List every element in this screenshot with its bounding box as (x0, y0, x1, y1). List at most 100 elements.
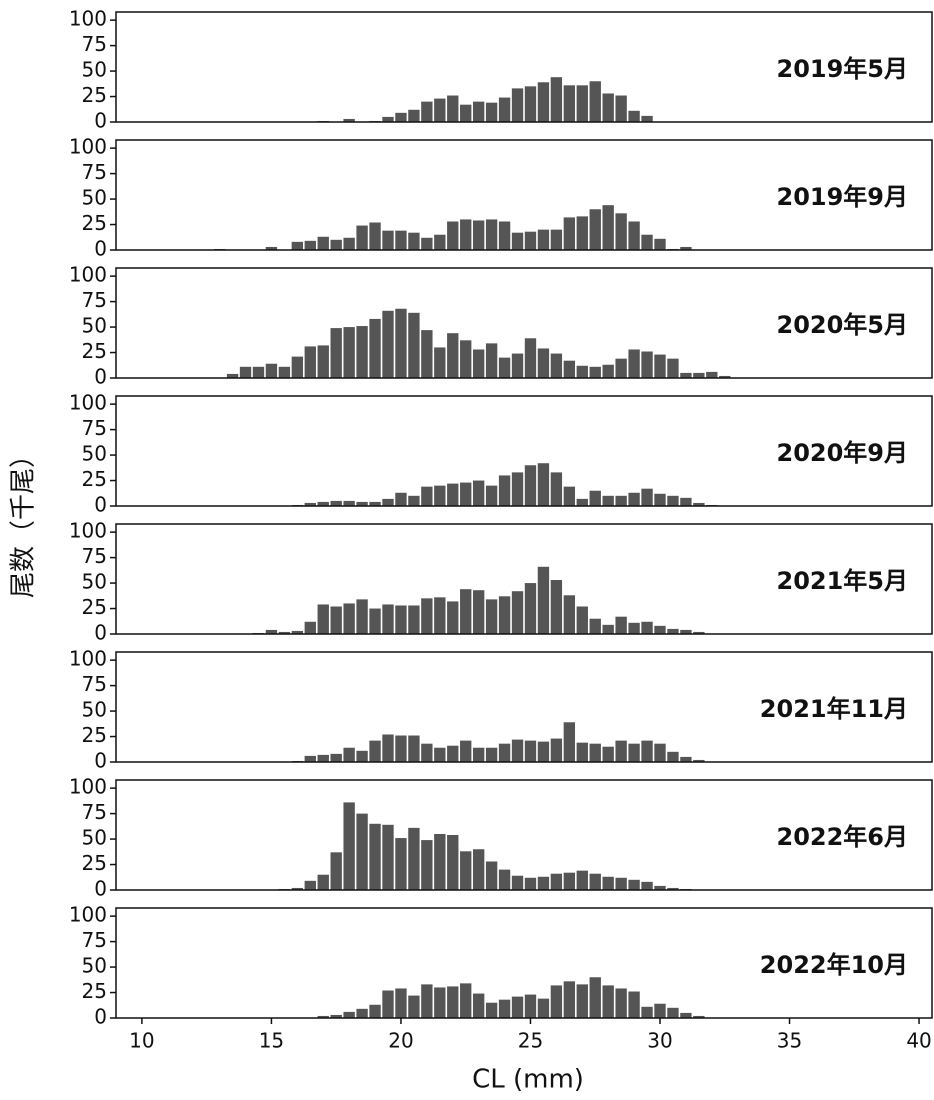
bar (615, 213, 627, 250)
bar (537, 566, 550, 634)
y-tick-label: 0 (94, 621, 107, 645)
bar (447, 483, 459, 506)
y-tick-label: 100 (69, 903, 107, 927)
bar (382, 734, 394, 762)
bar (460, 219, 472, 250)
bar (589, 366, 601, 378)
bar (602, 624, 614, 634)
y-tick-label: 100 (69, 7, 107, 31)
bar (615, 988, 627, 1018)
y-tick-label: 50 (82, 826, 107, 850)
y-tick-label: 100 (69, 647, 107, 671)
x-tick-label: 15 (259, 1029, 284, 1053)
bar (641, 115, 653, 122)
bar (641, 621, 653, 634)
bar (602, 985, 614, 1018)
y-tick-label: 75 (82, 160, 107, 184)
bar (369, 608, 381, 634)
y-tick-label: 50 (82, 570, 107, 594)
y-tick-label: 75 (82, 32, 107, 56)
panel-title: 2019年9月 (777, 183, 909, 211)
y-tick-label: 0 (94, 493, 107, 517)
bar (434, 597, 446, 634)
bar (511, 739, 524, 762)
bar (343, 747, 355, 762)
bar (472, 220, 485, 250)
bar (382, 116, 394, 122)
panel-title: 2020年5月 (777, 311, 909, 339)
bar (576, 870, 588, 890)
bar (304, 240, 316, 250)
bar (317, 236, 329, 250)
bar (628, 221, 640, 250)
bar (395, 230, 407, 250)
y-tick-label: 75 (82, 544, 107, 568)
y-tick-label: 25 (82, 723, 107, 747)
bar (408, 827, 420, 890)
y-tick-label: 50 (82, 698, 107, 722)
bar (654, 354, 666, 378)
bar (265, 629, 278, 634)
bar (641, 1006, 653, 1018)
bar (434, 833, 446, 890)
bar (408, 735, 420, 762)
bar (304, 880, 316, 890)
bar (589, 743, 601, 762)
bar (524, 86, 537, 122)
bar (667, 1007, 679, 1018)
bar (563, 486, 576, 506)
bar (654, 238, 666, 250)
bar (343, 237, 355, 250)
x-tick-label: 40 (906, 1029, 931, 1053)
bar (550, 985, 563, 1018)
bar (421, 486, 433, 506)
bar (524, 231, 537, 250)
bar (395, 988, 407, 1018)
bar (563, 595, 576, 634)
y-tick-label: 75 (82, 288, 107, 312)
panel-title: 2019年5月 (777, 55, 909, 83)
bar (369, 222, 381, 250)
panel-title: 2022年6月 (777, 823, 909, 851)
bar (563, 217, 576, 250)
x-tick-label: 10 (129, 1029, 154, 1053)
bar (628, 492, 640, 506)
bar (693, 1015, 705, 1018)
bar (576, 606, 588, 634)
bar (537, 876, 550, 890)
panel-frame (115, 651, 933, 763)
bar (382, 230, 394, 250)
bar (576, 85, 588, 122)
panel-frame (115, 779, 933, 891)
y-tick-label: 100 (69, 135, 107, 159)
bar (485, 102, 498, 122)
bar (265, 363, 278, 378)
bar (408, 312, 420, 378)
bar (537, 82, 550, 122)
bar (511, 996, 524, 1018)
bar (304, 502, 316, 506)
bar (563, 872, 576, 890)
bar (356, 1008, 368, 1018)
bar (589, 209, 601, 250)
bar (641, 351, 653, 378)
x-tick-label: 25 (518, 1029, 543, 1053)
bar (537, 229, 550, 250)
bar (369, 1004, 381, 1018)
bar (641, 488, 653, 506)
bar (460, 340, 472, 378)
bar (485, 219, 498, 250)
bar (421, 237, 433, 250)
bar (615, 95, 627, 122)
bar (680, 1012, 692, 1018)
y-tick-label: 50 (82, 186, 107, 210)
bar (563, 981, 576, 1018)
bar (667, 751, 679, 762)
bar (472, 993, 485, 1018)
bar (317, 754, 329, 762)
bar (615, 358, 627, 378)
bar (330, 1014, 342, 1018)
bar (434, 987, 446, 1018)
bar (680, 497, 692, 506)
bar (434, 747, 446, 762)
